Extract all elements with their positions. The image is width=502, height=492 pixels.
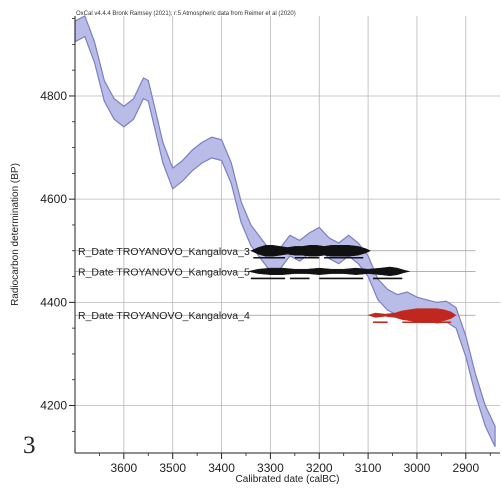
x-tick-label: 3100: [355, 461, 382, 475]
oxcal-header: OxCal v4.4.4 Bronk Ramsey (2021); r:5 At…: [76, 11, 296, 17]
y-tick-label: 4400: [40, 295, 67, 309]
y-tick-label: 4800: [40, 89, 67, 103]
date-density: [250, 245, 372, 257]
panel-label: 3: [23, 432, 36, 459]
date-label: R_Date TROYANOVO_Kangalova_5: [78, 266, 250, 278]
x-tick-label: 3200: [306, 461, 333, 475]
x-tick-label: 3300: [257, 461, 284, 475]
date-density: [248, 266, 410, 277]
x-tick-label: 3000: [404, 461, 431, 475]
y-axis-title: Radiocarbon determination (BP): [10, 163, 21, 306]
date-label: R_Date TROYANOVO_Kangalova_3: [78, 246, 250, 258]
calibration-curve-band: [74, 15, 496, 448]
x-tick-label: 3600: [110, 461, 137, 475]
x-axis-title: Calibrated date (calBC): [236, 474, 340, 485]
x-tick-label: 3400: [208, 461, 235, 475]
date-density: [367, 308, 457, 323]
x-tick-label: 2900: [452, 461, 479, 475]
y-tick-label: 4200: [40, 399, 67, 413]
date-label: R_Date TROYANOVO_Kangalova_4: [78, 310, 250, 322]
y-tick-label: 4600: [40, 192, 67, 206]
x-tick-label: 3500: [159, 461, 186, 475]
